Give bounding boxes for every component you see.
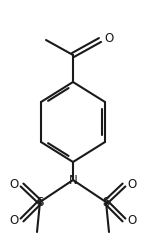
Text: O: O [127, 178, 136, 192]
Text: O: O [104, 33, 113, 46]
Text: O: O [10, 213, 19, 227]
Text: O: O [10, 178, 19, 192]
Text: O: O [127, 213, 136, 227]
Text: N: N [69, 173, 77, 186]
Text: S: S [36, 196, 44, 208]
Text: S: S [102, 196, 110, 208]
